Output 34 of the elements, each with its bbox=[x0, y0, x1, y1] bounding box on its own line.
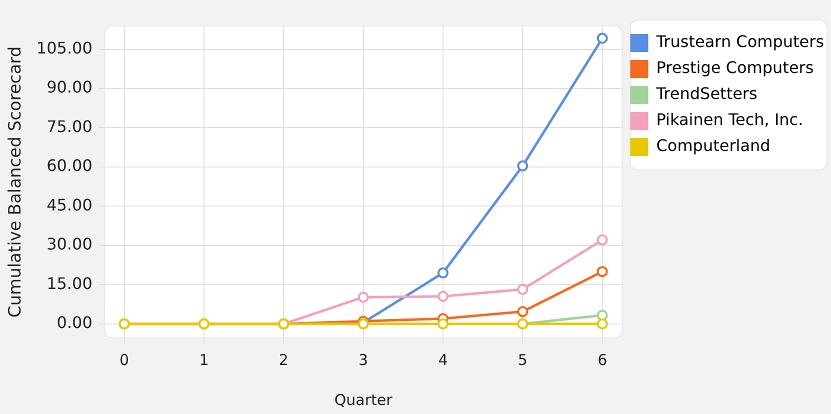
point bbox=[517, 160, 528, 172]
y-tick-label: 75.00 bbox=[46, 116, 92, 136]
x-axis-title: Quarter bbox=[334, 390, 394, 409]
point bbox=[437, 290, 448, 302]
point bbox=[596, 318, 608, 330]
legend-label: Trustearn Computers bbox=[655, 32, 824, 52]
x-tick-label: 3 bbox=[358, 350, 368, 369]
legend-label: Pikainen Tech, Inc. bbox=[656, 110, 804, 130]
y-tick-label: 15.00 bbox=[46, 274, 92, 293]
y-tick-label: 90.00 bbox=[46, 78, 92, 97]
x-tick-label: 2 bbox=[278, 350, 288, 369]
point bbox=[596, 32, 608, 44]
point bbox=[596, 310, 608, 321]
point bbox=[517, 284, 528, 295]
y-axis-title: Cumulative Balanced Scorecard bbox=[6, 46, 26, 318]
point bbox=[596, 234, 608, 246]
x-tick-label: 6 bbox=[598, 350, 608, 369]
point bbox=[437, 318, 448, 330]
legend-label: TrendSetters bbox=[655, 84, 758, 104]
legend-label: Prestige Computers bbox=[656, 58, 814, 78]
x-tick-label: 1 bbox=[199, 350, 209, 369]
x-tick-label: 4 bbox=[438, 350, 448, 369]
point bbox=[358, 292, 369, 303]
y-tick-label: 105.00 bbox=[36, 38, 92, 58]
point bbox=[517, 306, 528, 318]
legend-label: Computerland bbox=[656, 136, 770, 156]
y-tick-label: 45.00 bbox=[46, 195, 92, 214]
x-tick-label: 0 bbox=[120, 350, 130, 369]
point bbox=[437, 267, 448, 278]
y-tick-label: 0.00 bbox=[56, 313, 92, 332]
x-tick-label: 5 bbox=[518, 350, 528, 369]
y-tick-label: 60.00 bbox=[46, 156, 92, 176]
point bbox=[596, 266, 608, 278]
y-tick-label: 30.00 bbox=[46, 234, 92, 254]
